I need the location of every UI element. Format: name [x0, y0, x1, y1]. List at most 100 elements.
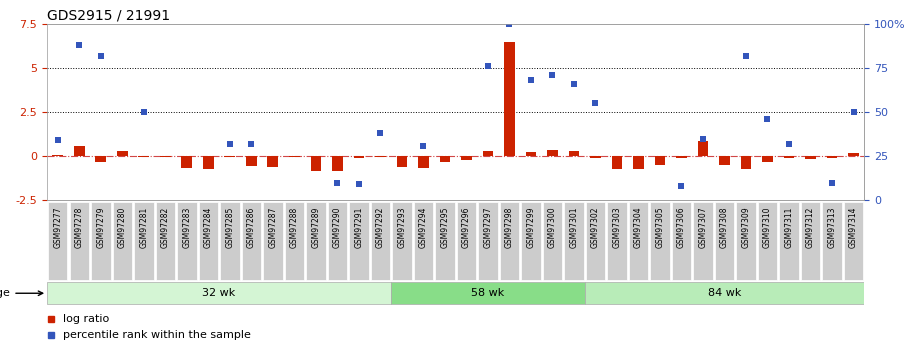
- Text: GSM97282: GSM97282: [161, 207, 170, 248]
- FancyBboxPatch shape: [349, 202, 368, 279]
- Text: GSM97280: GSM97280: [118, 207, 127, 248]
- FancyBboxPatch shape: [112, 202, 132, 279]
- Bar: [224, 156, 235, 157]
- Bar: [203, 156, 214, 169]
- Text: GSM97292: GSM97292: [376, 207, 385, 248]
- FancyBboxPatch shape: [693, 202, 712, 279]
- Bar: [826, 156, 837, 158]
- FancyBboxPatch shape: [586, 202, 605, 279]
- Text: GSM97297: GSM97297: [483, 207, 492, 248]
- FancyBboxPatch shape: [843, 202, 863, 279]
- FancyBboxPatch shape: [306, 202, 326, 279]
- Bar: [740, 156, 751, 169]
- Text: GSM97289: GSM97289: [311, 207, 320, 248]
- Text: GSM97288: GSM97288: [290, 207, 299, 248]
- Bar: [354, 156, 365, 158]
- FancyBboxPatch shape: [91, 202, 110, 279]
- Text: GSM97293: GSM97293: [397, 207, 406, 248]
- Bar: [182, 156, 192, 168]
- Text: 58 wk: 58 wk: [472, 288, 505, 298]
- Bar: [634, 156, 643, 169]
- Bar: [612, 156, 623, 169]
- FancyBboxPatch shape: [737, 202, 756, 279]
- FancyBboxPatch shape: [478, 202, 498, 279]
- FancyBboxPatch shape: [672, 202, 691, 279]
- FancyBboxPatch shape: [220, 202, 240, 279]
- Text: log ratio: log ratio: [63, 314, 110, 324]
- Text: GSM97305: GSM97305: [655, 207, 664, 248]
- FancyBboxPatch shape: [285, 202, 304, 279]
- Text: 32 wk: 32 wk: [203, 288, 235, 298]
- FancyBboxPatch shape: [543, 202, 562, 279]
- FancyBboxPatch shape: [70, 202, 89, 279]
- Text: GSM97294: GSM97294: [419, 207, 428, 248]
- FancyBboxPatch shape: [435, 202, 454, 279]
- FancyBboxPatch shape: [414, 202, 433, 279]
- FancyBboxPatch shape: [715, 202, 734, 279]
- Bar: [74, 146, 85, 156]
- Bar: [160, 156, 171, 157]
- Bar: [482, 151, 493, 156]
- FancyBboxPatch shape: [801, 202, 820, 279]
- Bar: [95, 156, 106, 162]
- Text: GSM97309: GSM97309: [741, 207, 750, 248]
- Bar: [117, 151, 128, 156]
- Bar: [310, 156, 321, 171]
- Text: GSM97286: GSM97286: [247, 207, 256, 248]
- Text: GSM97283: GSM97283: [182, 207, 191, 248]
- Bar: [762, 156, 773, 162]
- Bar: [719, 156, 729, 165]
- FancyBboxPatch shape: [823, 202, 842, 279]
- Bar: [396, 156, 407, 167]
- FancyBboxPatch shape: [651, 202, 670, 279]
- FancyBboxPatch shape: [48, 202, 68, 279]
- Bar: [654, 156, 665, 165]
- Bar: [268, 156, 278, 167]
- Bar: [418, 156, 429, 168]
- Text: age: age: [0, 288, 43, 298]
- Bar: [440, 156, 451, 162]
- FancyBboxPatch shape: [177, 202, 196, 279]
- Text: GSM97307: GSM97307: [699, 207, 708, 248]
- Text: GSM97302: GSM97302: [591, 207, 600, 248]
- Bar: [848, 153, 859, 156]
- Text: GSM97295: GSM97295: [441, 207, 450, 248]
- Text: GSM97299: GSM97299: [527, 207, 536, 248]
- FancyBboxPatch shape: [521, 202, 540, 279]
- FancyBboxPatch shape: [585, 282, 864, 304]
- FancyBboxPatch shape: [263, 202, 282, 279]
- FancyBboxPatch shape: [757, 202, 777, 279]
- Bar: [568, 151, 579, 156]
- Bar: [52, 155, 63, 156]
- Bar: [289, 156, 300, 157]
- FancyBboxPatch shape: [47, 282, 391, 304]
- Bar: [332, 156, 343, 170]
- Text: GSM97306: GSM97306: [677, 207, 686, 248]
- FancyBboxPatch shape: [457, 202, 476, 279]
- Bar: [504, 42, 515, 156]
- Text: GSM97296: GSM97296: [462, 207, 471, 248]
- FancyBboxPatch shape: [156, 202, 175, 279]
- Text: GSM97291: GSM97291: [355, 207, 364, 248]
- Text: GSM97287: GSM97287: [269, 207, 277, 248]
- Text: GSM97278: GSM97278: [75, 207, 84, 248]
- Text: GSM97308: GSM97308: [720, 207, 729, 248]
- FancyBboxPatch shape: [242, 202, 261, 279]
- FancyBboxPatch shape: [779, 202, 799, 279]
- Bar: [805, 156, 816, 159]
- FancyBboxPatch shape: [328, 202, 347, 279]
- Text: GSM97304: GSM97304: [634, 207, 643, 248]
- FancyBboxPatch shape: [629, 202, 648, 279]
- Bar: [547, 150, 557, 156]
- Text: GSM97277: GSM97277: [53, 207, 62, 248]
- FancyBboxPatch shape: [391, 282, 585, 304]
- Text: GSM97298: GSM97298: [505, 207, 514, 248]
- Bar: [526, 152, 537, 156]
- Text: GSM97300: GSM97300: [548, 207, 557, 248]
- Text: percentile rank within the sample: percentile rank within the sample: [63, 330, 252, 340]
- Bar: [676, 156, 687, 158]
- Bar: [590, 156, 601, 158]
- Bar: [138, 156, 149, 157]
- Text: GSM97314: GSM97314: [849, 207, 858, 248]
- FancyBboxPatch shape: [199, 202, 218, 279]
